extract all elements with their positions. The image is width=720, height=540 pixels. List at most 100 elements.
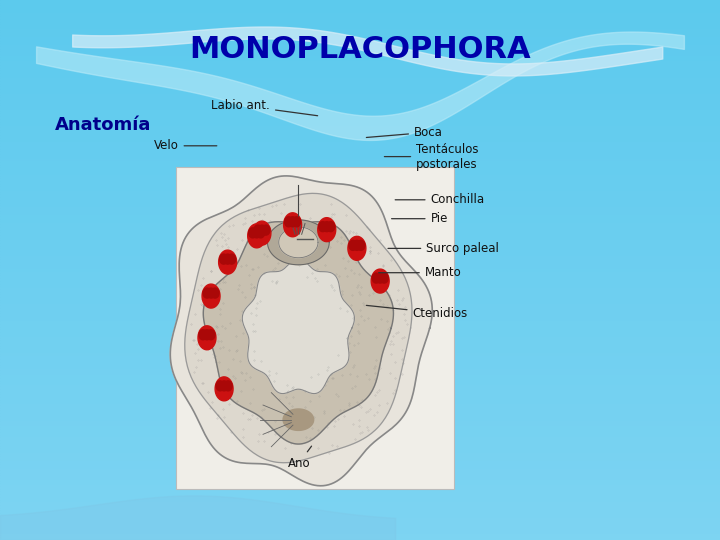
Bar (0, 508, 720, 510)
Bar (0, 429, 720, 432)
Bar (0, 246, 720, 248)
Polygon shape (207, 288, 215, 298)
Bar (0, 46, 720, 49)
Bar (0, 383, 720, 386)
Bar (0, 243, 720, 246)
Bar (0, 270, 720, 273)
Bar (0, 73, 720, 76)
Polygon shape (357, 240, 365, 251)
Bar (0, 421, 720, 424)
Bar (0, 381, 720, 383)
Bar (0, 456, 720, 459)
Bar (0, 310, 720, 313)
Bar (0, 178, 720, 181)
Bar (0, 176, 720, 178)
Polygon shape (372, 269, 390, 293)
Polygon shape (228, 254, 235, 264)
Bar (0, 254, 720, 256)
Polygon shape (372, 273, 380, 283)
Bar (0, 138, 720, 140)
Bar (0, 513, 720, 516)
Bar (0, 232, 720, 235)
Bar (0, 89, 720, 92)
Bar (0, 19, 720, 22)
Bar (0, 30, 720, 32)
Bar (0, 367, 720, 370)
Bar (0, 122, 720, 124)
Text: Pie: Pie (392, 212, 448, 225)
Bar (0, 362, 720, 364)
Polygon shape (202, 284, 220, 308)
Bar (0, 502, 720, 505)
Bar (0, 346, 720, 348)
Bar (0, 238, 720, 240)
Bar (0, 324, 720, 327)
Bar (0, 5, 720, 8)
Bar (0, 105, 720, 108)
Bar (0, 94, 720, 97)
Bar (0, 327, 720, 329)
Bar (0, 491, 720, 494)
Polygon shape (211, 288, 219, 298)
Bar (0, 159, 720, 162)
Polygon shape (292, 217, 301, 227)
Bar (0, 481, 720, 483)
Polygon shape (254, 225, 262, 235)
Polygon shape (216, 381, 224, 391)
Bar (0, 113, 720, 116)
Bar (0, 462, 720, 464)
Polygon shape (353, 240, 361, 251)
Bar (0, 11, 720, 14)
Polygon shape (220, 254, 228, 264)
Polygon shape (327, 221, 335, 232)
Polygon shape (289, 217, 297, 227)
Bar (0, 432, 720, 435)
Bar (0, 162, 720, 165)
Bar (0, 275, 720, 278)
Bar (0, 475, 720, 478)
Bar (0, 440, 720, 443)
Bar (0, 494, 720, 497)
Bar (0, 181, 720, 184)
Bar (0, 405, 720, 408)
Bar (0, 418, 720, 421)
Bar (0, 151, 720, 154)
Polygon shape (318, 218, 336, 241)
Bar (0, 27, 720, 30)
Bar (0, 532, 720, 535)
Bar (0, 370, 720, 373)
Polygon shape (283, 409, 314, 430)
Bar (0, 167, 720, 170)
Bar (0, 332, 720, 335)
Bar (0, 40, 720, 43)
Bar (0, 184, 720, 186)
Bar (0, 386, 720, 389)
Bar (0, 356, 720, 359)
Bar (0, 248, 720, 251)
Bar (0, 84, 720, 86)
Bar (0, 202, 720, 205)
Bar (0, 435, 720, 437)
Text: Tentáculos
postorales: Tentáculos postorales (384, 143, 479, 171)
Bar (0, 281, 720, 284)
Bar (0, 146, 720, 148)
Bar (0, 397, 720, 400)
Polygon shape (253, 221, 271, 245)
Bar (0, 537, 720, 540)
Bar (0, 505, 720, 508)
Bar (0, 529, 720, 532)
Bar (0, 526, 720, 529)
Bar (0, 265, 720, 267)
Bar (0, 413, 720, 416)
Bar (0, 351, 720, 354)
Bar (0, 340, 720, 343)
Bar (0, 313, 720, 316)
Text: Manto: Manto (379, 266, 462, 279)
Bar (0, 359, 720, 362)
Polygon shape (253, 228, 261, 238)
Bar (0, 408, 720, 410)
Bar (0, 124, 720, 127)
Bar (0, 284, 720, 286)
Bar (0, 230, 720, 232)
Bar (0, 273, 720, 275)
